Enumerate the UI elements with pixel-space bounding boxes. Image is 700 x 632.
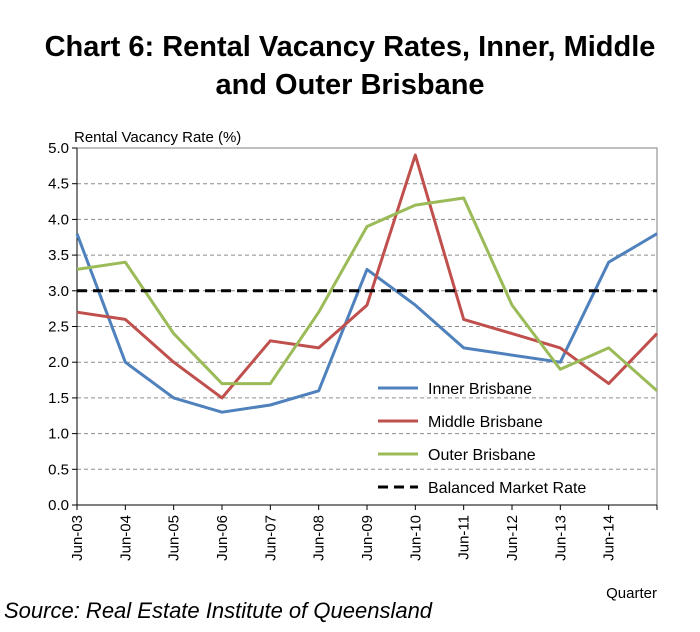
y-tick-label: 4.0 xyxy=(48,211,69,228)
legend: Inner Brisbane Middle Brisbane Outer Brisb… xyxy=(378,381,586,497)
source-note: Source: Real Estate Institute of Queensl… xyxy=(4,598,433,623)
legend-label: Outer Brisbane xyxy=(428,447,536,464)
y-axis-title: Rental Vacancy Rate (%) xyxy=(74,129,241,146)
x-tick-label: Jun-05 xyxy=(166,515,183,561)
chart-title-line-1: Chart 6: Rental Vacancy Rates, Inner, Mi… xyxy=(44,31,656,63)
x-tick-label: Jun-09 xyxy=(359,515,376,561)
y-tick-label: 0.5 xyxy=(48,461,69,478)
axes: 0.0 0.5 1.0 1.5 2.0 2.5 3.0 3.5 4.0 4.5 5.0 Jun-03 J… xyxy=(48,129,658,602)
x-tick-label: Jun-13 xyxy=(552,515,569,561)
x-tick-label: Jun-12 xyxy=(504,515,521,561)
y-tick-label: 3.0 xyxy=(48,283,69,300)
x-tick-label: Jun-11 xyxy=(456,515,473,560)
legend-label: Balanced Market Rate xyxy=(428,480,586,497)
y-tick-label: 2.0 xyxy=(48,354,69,371)
y-tick-label: 2.5 xyxy=(48,319,69,336)
y-tick-label: 3.5 xyxy=(48,247,69,264)
legend-label: Middle Brisbane xyxy=(428,414,543,431)
y-tick-label: 4.5 xyxy=(48,176,69,193)
chart-title: Chart 6: Rental Vacancy Rates, Inner, Mi… xyxy=(0,28,700,104)
x-axis-title: Quarter xyxy=(606,585,657,602)
x-tick-label: Jun-06 xyxy=(214,515,231,561)
y-tick-label: 1.0 xyxy=(48,426,69,443)
series-line-middle-brisbane xyxy=(76,153,659,400)
y-tick-label: 1.5 xyxy=(48,390,69,407)
y-tick-label: 5.0 xyxy=(48,140,69,157)
y-tick-label: 0.0 xyxy=(48,497,69,514)
series-line-outer-brisbane xyxy=(76,196,658,392)
x-tick-label: Jun-08 xyxy=(311,515,328,561)
series-line-inner-brisbane xyxy=(75,232,658,414)
x-tick-label: Jun-03 xyxy=(69,515,86,561)
x-tick-label: Jun-10 xyxy=(407,515,424,561)
x-tick-label: Jun-04 xyxy=(117,515,134,561)
gridlines xyxy=(77,147,657,470)
chart-title-line-2: and Outer Brisbane xyxy=(215,69,485,101)
x-tick-label: Jun-07 xyxy=(262,515,279,561)
series-lines xyxy=(75,153,659,414)
legend-label: Inner Brisbane xyxy=(428,381,532,398)
x-tick-label: Jun-14 xyxy=(601,515,618,561)
